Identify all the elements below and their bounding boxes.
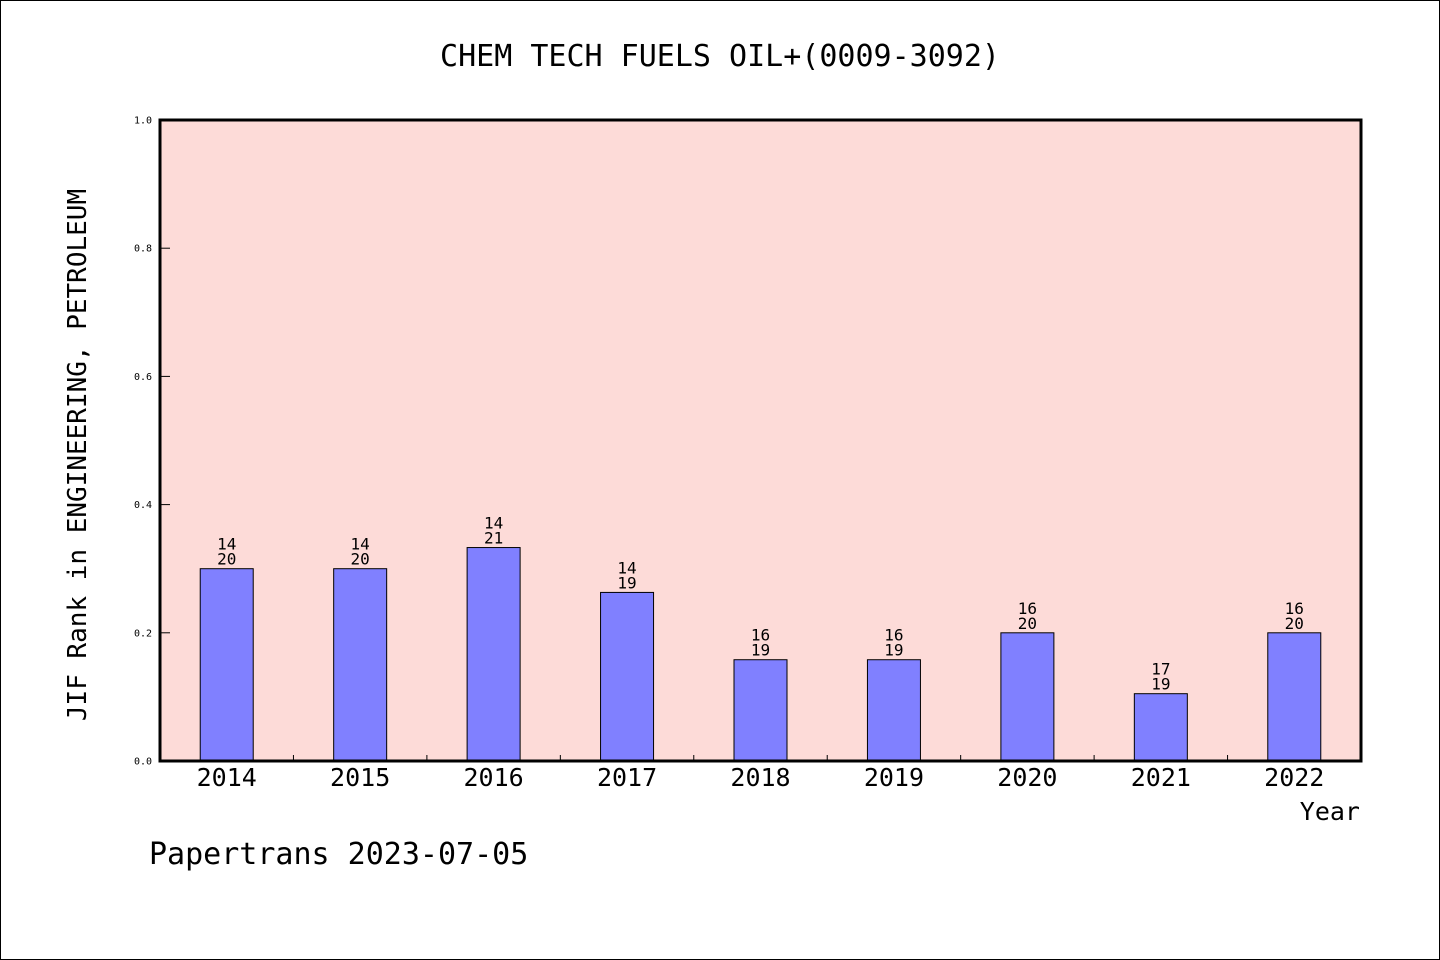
bar — [333, 568, 388, 762]
bar-label-rank: 14 — [217, 535, 236, 554]
x-tick-label: 2015 — [330, 763, 390, 792]
y-tick-label: 1.0 — [134, 116, 152, 127]
x-tick-label: 2019 — [864, 763, 924, 792]
bar — [1133, 693, 1188, 762]
bar-label-total: 20 — [1285, 614, 1304, 633]
x-tick-label: 2014 — [197, 763, 257, 792]
bar-label-total: 20 — [217, 550, 236, 569]
y-axis-label: JIF Rank in ENGINEERING, PETROLEUM — [63, 189, 93, 721]
x-tick-label: 2016 — [464, 763, 524, 792]
x-tick-label: 2017 — [597, 763, 657, 792]
bar — [733, 659, 788, 762]
bar — [199, 568, 254, 762]
y-tick-label: 0.0 — [134, 757, 152, 768]
bar-label-rank: 16 — [884, 626, 903, 645]
bar-label-rank: 16 — [751, 626, 770, 645]
bar-label-total: 19 — [1151, 675, 1170, 694]
x-axis: 2014 2015 2016 2017 2018 2019 2020 2021 2022 — [197, 755, 1324, 792]
bar-label-rank: 14 — [351, 535, 370, 554]
bar-label-rank: 14 — [484, 514, 503, 533]
plot-border — [158, 118, 1363, 763]
bar-label-total: 21 — [484, 529, 503, 548]
bar-label-rank: 16 — [1018, 599, 1037, 618]
bar-label-rank: 14 — [617, 558, 636, 577]
bar — [466, 547, 521, 762]
bar — [866, 659, 921, 762]
x-tick-label: 2020 — [997, 763, 1057, 792]
bar-label-rank: 16 — [1285, 599, 1304, 618]
bar — [600, 591, 655, 762]
bar-label-total: 19 — [617, 573, 636, 592]
y-tick-label: 0.4 — [134, 500, 152, 511]
y-tick-label: 0.6 — [134, 372, 152, 383]
bar-label-total: 19 — [884, 641, 903, 660]
footer-credit: Papertrans 2023-07-05 — [149, 837, 528, 872]
y-tick-label: 0.8 — [134, 244, 152, 255]
chart-title: CHEM TECH FUELS OIL+(0009-3092) — [440, 39, 1000, 74]
bar-label-rank: 17 — [1151, 660, 1170, 679]
bar-label-total: 20 — [351, 550, 370, 569]
bar — [1000, 632, 1055, 762]
x-tick-label: 2021 — [1131, 763, 1191, 792]
x-tick-label: 2022 — [1264, 763, 1324, 792]
bar-label-total: 19 — [751, 641, 770, 660]
x-axis-label: Year — [1300, 797, 1360, 826]
y-tick-label: 0.2 — [134, 628, 152, 639]
bar — [1267, 632, 1322, 762]
x-tick-label: 2018 — [730, 763, 790, 792]
bar-label-total: 20 — [1018, 614, 1037, 633]
